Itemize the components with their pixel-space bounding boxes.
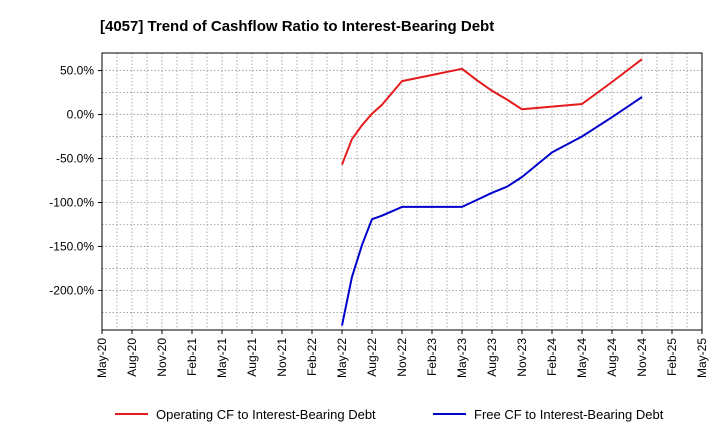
x-tick-label: May-21: [215, 338, 229, 378]
y-tick-label: -200.0%: [49, 283, 94, 297]
x-tick-label: Nov-20: [155, 338, 169, 377]
x-tick-label: Aug-23: [485, 338, 499, 377]
y-tick-label: -100.0%: [49, 195, 94, 209]
x-tick-label: Aug-22: [365, 338, 379, 377]
grid: [102, 53, 702, 330]
y-tick-label: 0.0%: [67, 108, 95, 122]
y-tick-label: -50.0%: [56, 152, 94, 166]
series-line-operating-cf: [341, 58, 643, 166]
x-tick-label: May-24: [575, 338, 589, 378]
x-tick-label: Aug-21: [245, 338, 259, 377]
x-tick-label: May-23: [455, 338, 469, 378]
x-tick-label: Nov-24: [635, 338, 649, 377]
x-tick-label: Aug-24: [605, 338, 619, 377]
legend-label-operating-cf: Operating CF to Interest-Bearing Debt: [156, 407, 376, 422]
series-layer: [341, 58, 643, 326]
y-tick-label: -150.0%: [49, 239, 94, 253]
x-tick-label: Nov-22: [395, 338, 409, 377]
legend-label-free-cf: Free CF to Interest-Bearing Debt: [474, 407, 664, 422]
x-tick-label: May-22: [335, 338, 349, 378]
y-axis: 50.0% 0.0% -50.0% -100.0% -150.0% -200.0%: [49, 64, 102, 297]
x-tick-label: May-20: [95, 338, 109, 378]
series-line-free-cf: [341, 96, 643, 326]
x-tick-label: Nov-21: [275, 338, 289, 377]
x-tick-label: Aug-20: [125, 338, 139, 377]
legend: Operating CF to Interest-Bearing Debt Fr…: [115, 407, 664, 422]
x-tick-label: Feb-23: [425, 338, 439, 376]
x-tick-label: Feb-21: [185, 338, 199, 376]
x-axis: May-20 Aug-20 Nov-20 Feb-21 May-21 Aug-21 Nov-…: [95, 330, 709, 378]
chart-title: [4057] Trend of Cashflow Ratio to Intere…: [100, 18, 494, 35]
x-tick-label: May-25: [695, 338, 709, 378]
x-tick-label: Feb-22: [305, 338, 319, 376]
x-tick-label: Nov-23: [515, 338, 529, 377]
x-tick-label: Feb-25: [665, 338, 679, 376]
y-tick-label: 50.0%: [60, 64, 94, 78]
x-tick-label: Feb-24: [545, 338, 559, 376]
